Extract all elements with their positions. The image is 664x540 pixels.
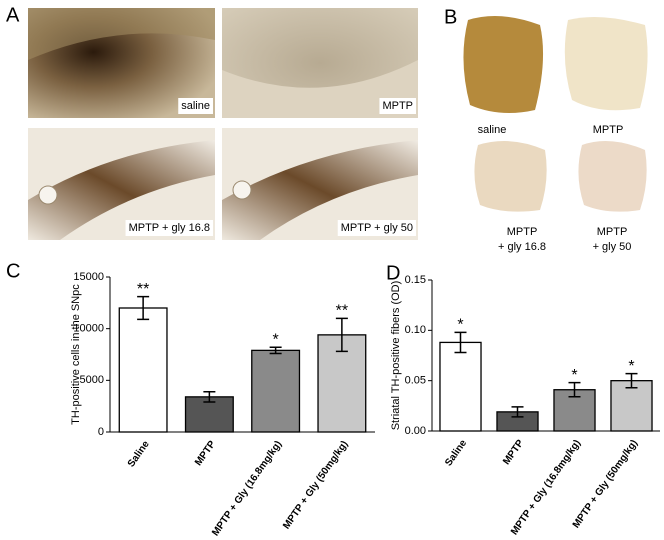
significance-label: *: [571, 367, 577, 384]
brain-slice: [474, 141, 547, 212]
label-box: [379, 98, 416, 114]
image-label: MPTP: [382, 100, 413, 112]
bar: [118, 307, 168, 433]
image-label: saline: [181, 100, 210, 112]
x-tick-label: MPTP: [501, 438, 526, 467]
bar: [251, 349, 301, 433]
y-tick-label: 0: [98, 426, 104, 438]
y-tick-label: 5000: [80, 374, 104, 386]
bar: [610, 380, 653, 432]
y-tick-label: 0.10: [405, 324, 426, 336]
error-bar: [335, 317, 348, 353]
significance-label: *: [457, 317, 463, 334]
label-box: [337, 220, 416, 236]
error-bar: [625, 372, 638, 389]
image-label: saline: [478, 124, 507, 136]
micrograph: [28, 8, 215, 118]
error-bar: [203, 390, 216, 403]
panel-letter: B: [444, 6, 457, 28]
micrograph: [28, 128, 215, 240]
image-label: MPTP: [507, 226, 538, 238]
panel-letter: A: [6, 4, 20, 26]
y-axis-label: TH-positive cells in the SNpc: [70, 284, 82, 425]
x-tick-label: MPTP + Gly (16.8mg/kg): [210, 439, 284, 538]
significance-label: *: [628, 358, 634, 375]
error-bar: [137, 295, 150, 321]
x-tick-label: MPTP + Gly (50mg/kg): [281, 439, 350, 531]
significance-label: *: [273, 331, 279, 348]
image-label: MPTP + gly 16.8: [129, 222, 210, 234]
error-bar: [454, 331, 467, 354]
label-box: [178, 98, 213, 114]
x-tick-label: Saline: [126, 439, 152, 470]
y-tick-label: 10000: [73, 323, 104, 335]
panel-letter: D: [386, 262, 400, 284]
label-box: [125, 220, 213, 236]
y-tick-label: 0.00: [405, 425, 426, 437]
significance-label: **: [137, 281, 149, 298]
error-bar: [269, 346, 282, 355]
significance-label: **: [336, 303, 348, 320]
image-label: + gly 16.8: [498, 241, 546, 253]
y-tick-label: 0.05: [405, 375, 426, 387]
image-label: MPTP: [593, 124, 624, 136]
error-bar: [511, 406, 524, 418]
y-tick-label: 0.15: [405, 274, 426, 286]
image-label: + gly 50: [593, 241, 632, 253]
brain-slice: [564, 16, 648, 111]
bar: [439, 341, 482, 432]
x-tick-label: Saline: [443, 438, 469, 469]
brain-slice: [463, 16, 544, 114]
y-tick-label: 15000: [73, 271, 104, 283]
image-label: MPTP + gly 50: [341, 222, 413, 234]
error-bar: [568, 381, 581, 398]
brain-slice: [578, 141, 647, 212]
x-tick-label: MPTP: [193, 439, 218, 468]
panel-letter: C: [6, 260, 20, 282]
y-axis-label: Striatal TH-positive fibers (OD): [390, 281, 402, 431]
x-tick-label: MPTP + Gly (50mg/kg): [571, 438, 640, 530]
micrograph: [222, 8, 418, 118]
image-label: MPTP: [597, 226, 628, 238]
